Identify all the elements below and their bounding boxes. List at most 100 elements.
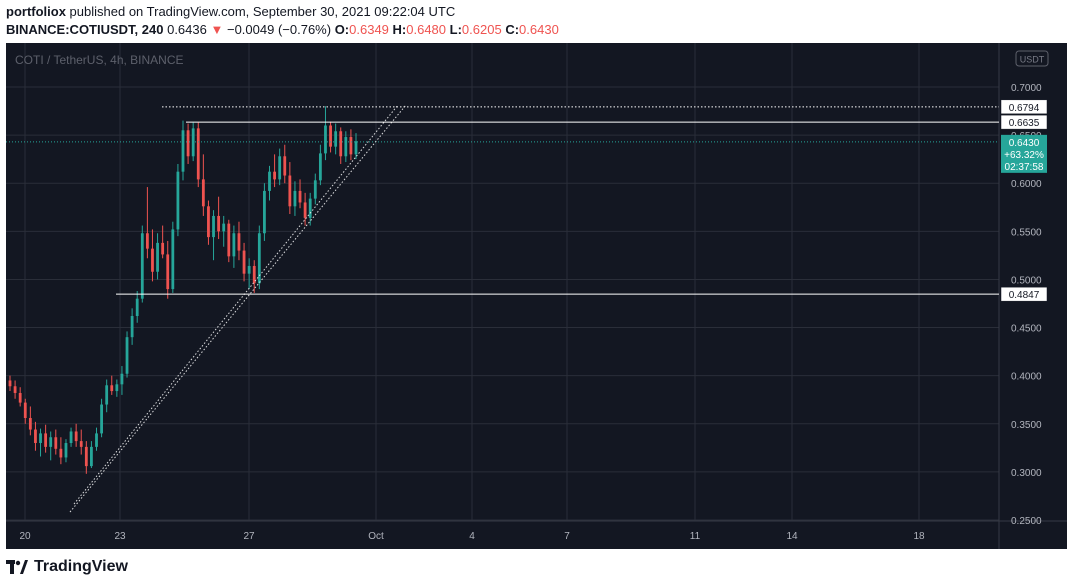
candle-body <box>334 131 338 147</box>
candle-body <box>95 433 98 447</box>
candle-body <box>161 242 165 255</box>
level-price-label: 0.6794 <box>1009 103 1040 114</box>
y-tick-label: 0.6000 <box>1011 179 1042 190</box>
candle-body <box>8 380 12 387</box>
current-price-label: 02:37:58 <box>1005 162 1044 173</box>
candle-body <box>344 137 348 157</box>
candle-body <box>232 233 236 257</box>
level-price-box <box>1000 99 1048 115</box>
candle-body <box>13 386 17 393</box>
candle-body <box>237 233 241 251</box>
quote-line: BINANCE:COTIUSDT, 240 0.6436 ▼ −0.0049 (… <box>6 22 559 37</box>
candle-body <box>90 446 93 467</box>
candle-body <box>293 190 297 207</box>
open-value: 0.6349 <box>349 22 389 37</box>
candle-body <box>298 190 302 203</box>
y-tick-label: 0.3500 <box>1011 420 1042 431</box>
high-label: H: <box>392 22 407 37</box>
candle-body <box>49 437 53 447</box>
candle-body <box>59 448 63 458</box>
price-change: −0.0049 (−0.76%) <box>226 22 332 37</box>
candle-body <box>313 180 317 199</box>
x-tick-label: Oct <box>368 531 384 542</box>
candlestick-chart[interactable]: 0.70000.65000.60000.55000.50000.45000.40… <box>6 43 1067 549</box>
current-price-label: 0.6430 <box>1009 138 1040 149</box>
candle-body <box>18 392 22 403</box>
candle-body <box>156 242 159 272</box>
currency-label: USDT <box>1020 55 1045 65</box>
candle-body <box>34 429 37 444</box>
y-tick-label: 0.4000 <box>1011 372 1042 383</box>
candle-body <box>354 141 358 155</box>
publish-info: portfoliox published on TradingView.com,… <box>6 4 455 19</box>
level-price-label: 0.4847 <box>1009 290 1040 301</box>
currency-badge <box>1015 50 1049 67</box>
candle-body <box>120 373 124 385</box>
current-price-box <box>1001 134 1047 173</box>
footer-brand[interactable]: TradingView <box>6 558 128 576</box>
candle-body <box>318 153 322 181</box>
high-value: 0.6480 <box>406 22 447 37</box>
tradingview-logo-icon <box>6 560 28 574</box>
candle-body <box>308 198 312 218</box>
candle-body <box>273 171 276 180</box>
candle-body <box>288 175 292 207</box>
candle-body <box>222 223 226 232</box>
candle-body <box>135 298 139 317</box>
candle-body <box>201 179 205 207</box>
open-label: O: <box>334 22 350 37</box>
candle-body <box>151 248 154 272</box>
candle-body <box>23 402 27 419</box>
candle-body <box>212 215 215 238</box>
candle-body <box>217 215 221 232</box>
level-price-box <box>1000 114 1048 130</box>
candle-body <box>257 233 261 284</box>
candle-body <box>283 156 287 176</box>
candle-body <box>44 433 48 447</box>
x-tick-label: 4 <box>469 531 475 542</box>
candle-body <box>242 250 246 274</box>
candle-body <box>186 130 190 157</box>
close-value: 0.6430 <box>519 22 559 37</box>
down-arrow-icon: ▼ <box>210 22 224 37</box>
level-price-box <box>1000 286 1048 302</box>
candle-body <box>349 137 353 155</box>
last-price: 0.6436 <box>167 22 207 37</box>
candle-body <box>196 128 200 180</box>
candle-body <box>324 125 327 154</box>
y-tick-label: 0.3000 <box>1011 468 1042 479</box>
candle-body <box>64 443 68 458</box>
candle-body <box>339 131 343 157</box>
candle-body <box>74 431 78 442</box>
candle-body <box>247 265 251 274</box>
y-tick-label: 0.5000 <box>1011 275 1042 286</box>
x-tick-label: 27 <box>243 531 255 542</box>
author-name[interactable]: portfoliox <box>6 4 66 19</box>
y-tick-label: 0.2500 <box>1011 516 1042 527</box>
candle-body <box>69 431 73 444</box>
candle-body <box>130 316 134 338</box>
candle-body <box>105 385 109 405</box>
candle-body <box>79 441 83 447</box>
candle-body <box>145 233 149 249</box>
candle-body <box>181 130 185 172</box>
candle-body <box>100 404 103 434</box>
x-tick-label: 11 <box>690 531 701 542</box>
x-tick-label: 23 <box>114 531 126 542</box>
y-tick-label: 0.4500 <box>1011 324 1042 335</box>
candle-body <box>268 171 271 191</box>
low-value: 0.6205 <box>461 22 502 37</box>
trend-line-upper <box>73 104 399 505</box>
y-tick-label: 0.7000 <box>1011 83 1042 94</box>
chart-panel[interactable]: 0.70000.65000.60000.55000.50000.45000.40… <box>6 43 1067 549</box>
x-tick-label: 14 <box>786 531 798 542</box>
trend-line-lower <box>69 104 407 513</box>
candle-body <box>329 125 332 147</box>
chart-title: COTI / TetherUS, 4h, BINANCE <box>15 53 184 67</box>
y-tick-label: 0.5500 <box>1011 227 1042 238</box>
candle-body <box>140 233 144 299</box>
x-tick-label: 18 <box>913 531 925 542</box>
candle-body <box>84 446 88 467</box>
candle-body <box>176 171 180 230</box>
candle-body <box>303 202 307 218</box>
